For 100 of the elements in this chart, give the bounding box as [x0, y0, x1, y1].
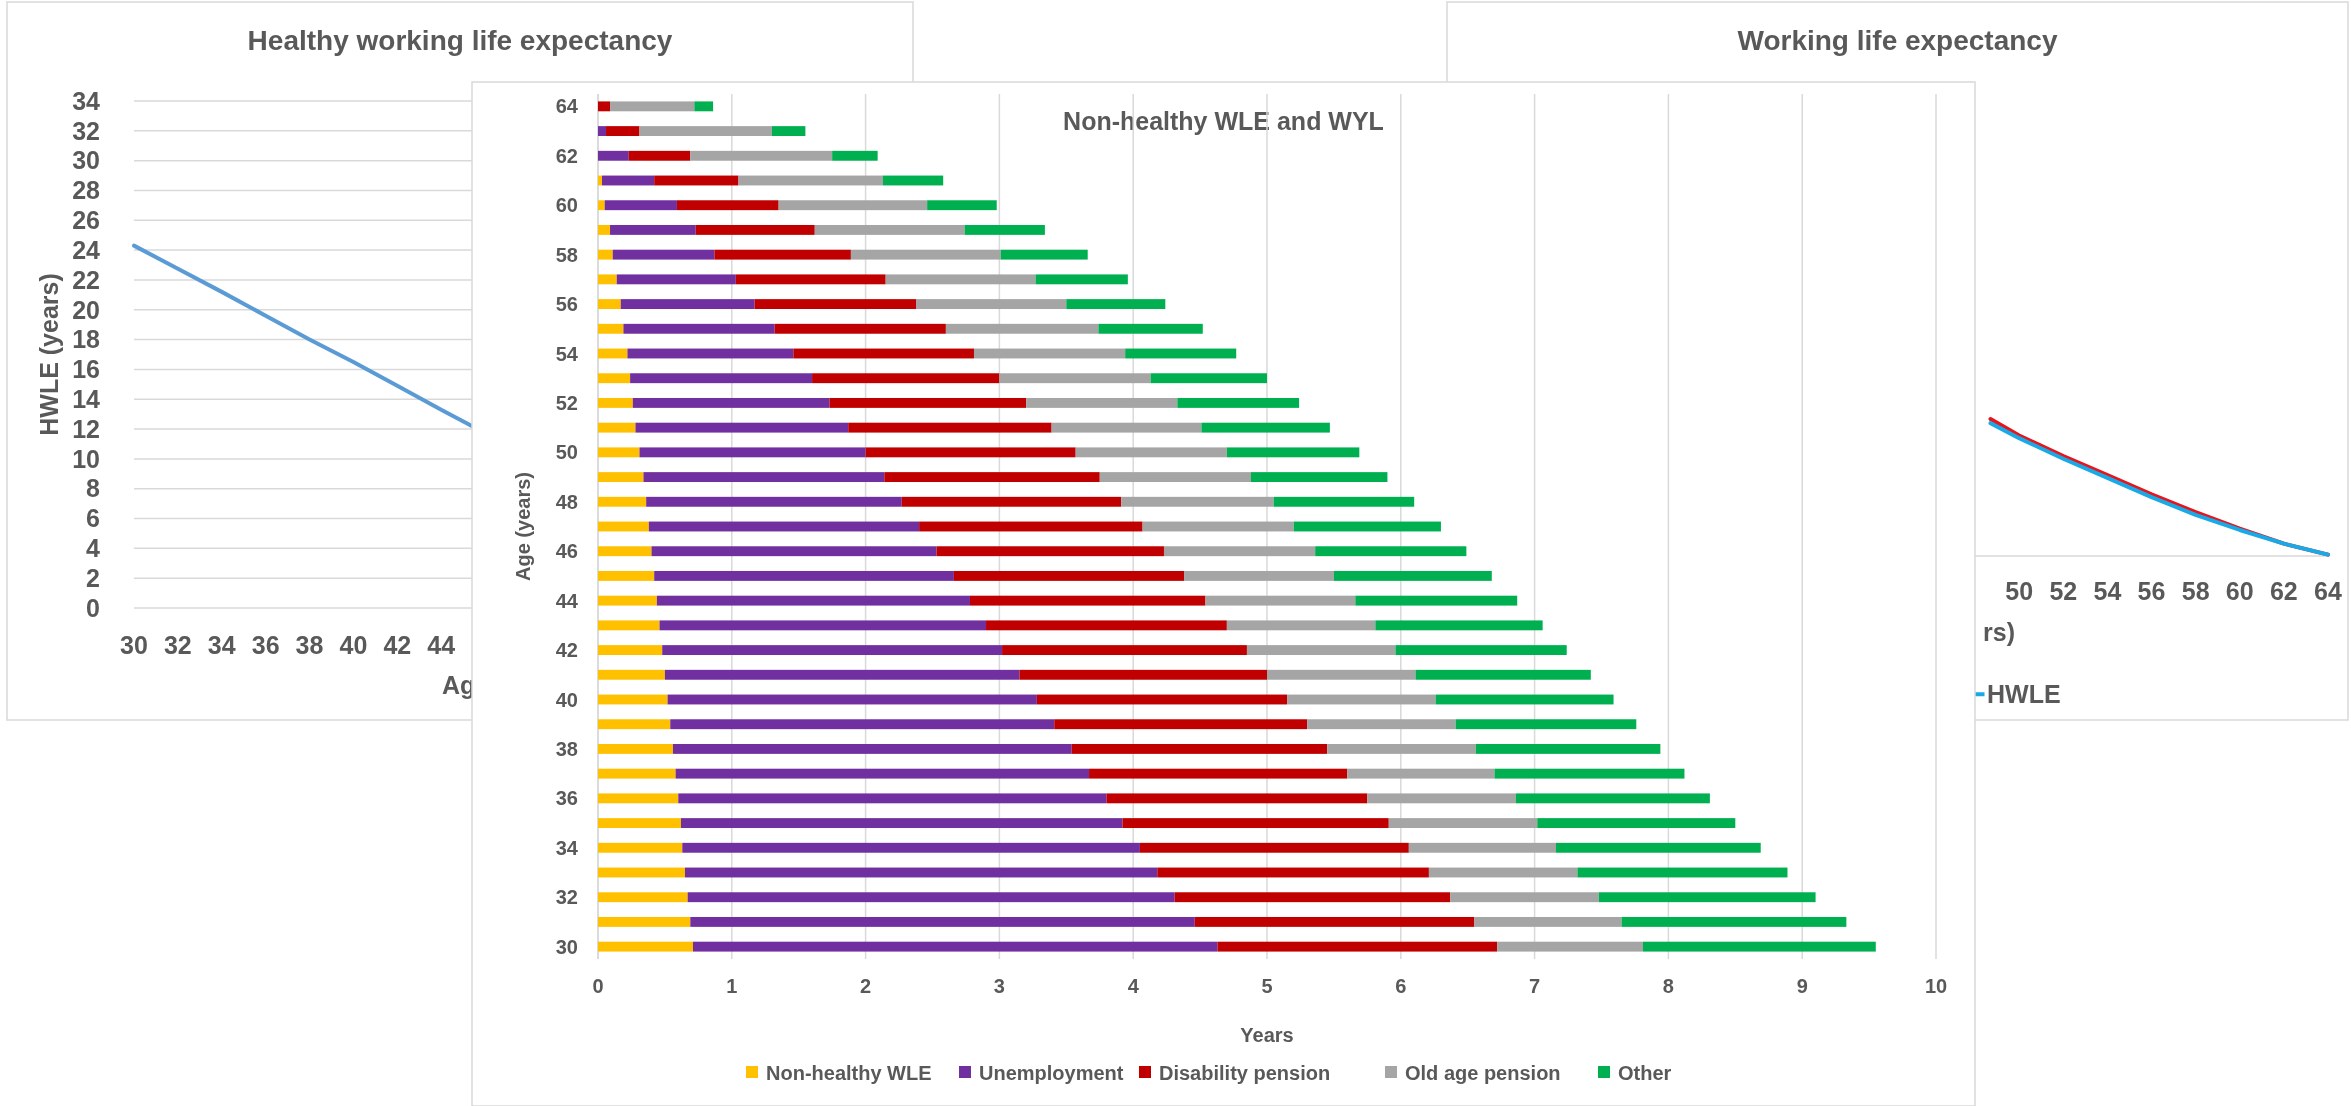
y-tick-label: 38	[555, 737, 578, 760]
bar	[678, 793, 1107, 804]
bar	[1071, 743, 1328, 754]
bar	[1287, 694, 1436, 705]
bar	[1163, 546, 1316, 557]
bar	[945, 323, 1099, 334]
x-tick-label: 7	[1529, 975, 1541, 997]
bar	[690, 150, 833, 161]
y-tick-label: 24	[72, 235, 101, 264]
bar	[1184, 570, 1334, 581]
bar	[1537, 818, 1736, 829]
bar	[646, 496, 902, 507]
x-tick-label: 38	[295, 631, 324, 659]
bar	[1035, 274, 1128, 285]
bar	[1177, 397, 1300, 408]
bar	[598, 224, 611, 235]
bar	[639, 447, 866, 458]
bar	[667, 694, 1037, 705]
bar	[1066, 299, 1166, 310]
bar	[919, 521, 1143, 532]
bar	[598, 447, 640, 458]
bar	[682, 842, 1140, 853]
x-tick-label: 58	[2181, 577, 2210, 605]
bar	[1347, 768, 1495, 779]
bar	[735, 274, 886, 285]
bar	[1142, 521, 1294, 532]
bar	[1002, 645, 1247, 656]
bar	[1408, 842, 1557, 853]
bar	[598, 719, 671, 730]
bar	[1497, 941, 1643, 952]
bar	[598, 299, 621, 310]
legend-label: HWLE	[1987, 680, 2061, 708]
y-tick-label: 34	[555, 836, 579, 859]
x-tick-label: 6	[1395, 975, 1407, 997]
bar	[1621, 916, 1847, 927]
y-tick-label: 62	[555, 144, 578, 167]
bar	[1333, 570, 1492, 581]
bar	[973, 348, 1126, 359]
y-tick-label: 54	[555, 342, 579, 365]
bar	[654, 175, 739, 186]
y-tick-label: 58	[555, 243, 578, 266]
bar	[651, 546, 937, 557]
bar	[885, 274, 1036, 285]
bar	[1273, 496, 1415, 507]
bar	[927, 200, 997, 211]
bar	[1089, 768, 1348, 779]
legend-label: Non-healthy WLE	[766, 1062, 932, 1084]
y-tick-label: 52	[555, 391, 578, 414]
bar	[1000, 249, 1088, 260]
bar	[598, 323, 624, 334]
bar	[598, 941, 693, 952]
bar	[1125, 348, 1237, 359]
bar	[643, 472, 885, 483]
bar	[1435, 694, 1614, 705]
x-tick-label: 5	[1261, 975, 1273, 997]
y-tick-label: 50	[555, 441, 578, 464]
bar	[628, 150, 691, 161]
bar	[598, 768, 676, 779]
bar	[598, 496, 647, 507]
bar	[598, 546, 652, 557]
bar	[1194, 916, 1475, 927]
bar	[630, 373, 813, 384]
bar	[1201, 422, 1330, 433]
bar	[1205, 595, 1356, 606]
bar	[693, 941, 1218, 952]
bar	[648, 521, 920, 532]
y-tick-label: 14	[72, 384, 101, 413]
bar	[598, 101, 611, 112]
bar	[850, 249, 1001, 260]
legend-label: Old age pension	[1405, 1062, 1561, 1084]
bar	[865, 447, 1076, 458]
bar	[1293, 521, 1441, 532]
bar	[1415, 669, 1591, 680]
x-axis-title: Years	[1240, 1024, 1294, 1046]
bar	[598, 175, 603, 186]
x-tick-label: 50	[2005, 577, 2034, 605]
bar	[598, 743, 673, 754]
bar	[1556, 842, 1761, 853]
y-tick-label: 22	[72, 265, 100, 294]
bar	[598, 669, 665, 680]
bar	[639, 126, 772, 137]
bar	[1307, 719, 1456, 730]
y-tick-label: 36	[555, 787, 578, 810]
bar	[620, 299, 755, 310]
y-tick-label: 16	[72, 355, 100, 384]
y-tick-label: 64	[555, 95, 579, 118]
x-tick-label: 60	[2225, 577, 2254, 605]
bar	[604, 200, 677, 211]
bar	[606, 126, 640, 137]
bar	[953, 570, 1185, 581]
bar	[1036, 694, 1288, 705]
bar	[1026, 397, 1178, 408]
bar	[1121, 496, 1274, 507]
x-tick-label: 56	[2137, 577, 2166, 605]
bar	[623, 323, 775, 334]
bar	[1642, 941, 1876, 952]
y-tick-label: 48	[555, 490, 578, 513]
bar	[814, 224, 965, 235]
bar	[1428, 867, 1578, 878]
chart-title: Working life expectancy	[1737, 25, 2058, 56]
